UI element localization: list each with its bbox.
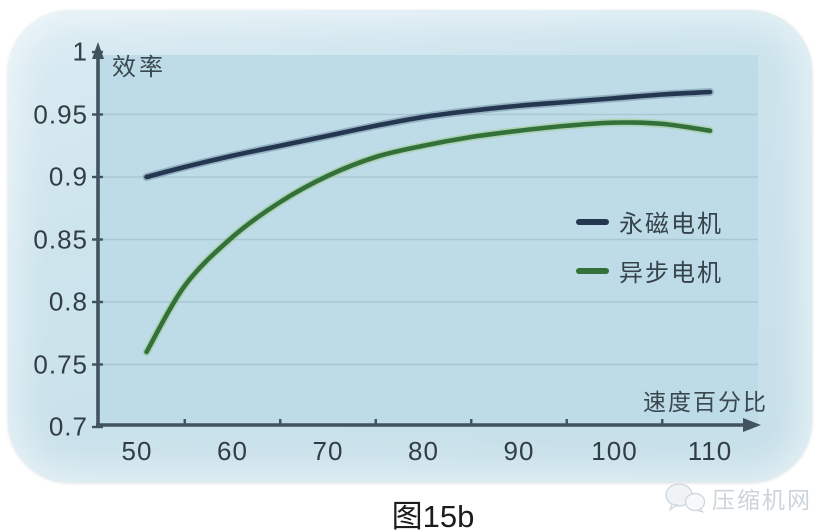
x-tick-label: 110 (687, 436, 733, 466)
async-motor-line-swatch (576, 267, 609, 274)
y-tick-label: 0.9 (48, 161, 88, 192)
legend-item-async-motor: 异步电机 (576, 253, 723, 288)
y-tick-label: 0.85 (33, 224, 88, 254)
x-tick-label: 50 (121, 436, 153, 466)
y-tick-label: 0.8 (48, 286, 88, 317)
legend-label: 异步电机 (619, 260, 723, 287)
x-tick-label: 100 (591, 436, 638, 466)
x-tick-label: 60 (217, 436, 248, 466)
x-tick-label: 80 (408, 436, 439, 466)
y-tick-label: 1 (72, 36, 88, 67)
legend-label: 永磁电机 (619, 211, 723, 238)
figure-caption: 图15b (391, 499, 475, 532)
y-tick-label: 0.95 (33, 99, 88, 129)
pm-motor-line-swatch (576, 218, 609, 225)
y-tick-label: 0.75 (33, 349, 88, 379)
y-axis-title: 效率 (112, 54, 166, 81)
legend: 永磁电机 异步电机 (576, 204, 723, 288)
legend-item-pm-motor: 永磁电机 (576, 204, 723, 239)
watermark-text: 压缩机网 (712, 487, 812, 513)
data-curves (142, 88, 714, 356)
watermark: 压缩机网 (664, 481, 812, 515)
x-axis-title: 速度百分比 (643, 389, 768, 415)
x-tick-label: 90 (503, 436, 535, 466)
x-tick-label: 70 (312, 436, 344, 466)
axes (92, 42, 761, 432)
y-tick-label: 0.7 (48, 411, 88, 442)
chat-bubbles-icon (665, 483, 706, 513)
